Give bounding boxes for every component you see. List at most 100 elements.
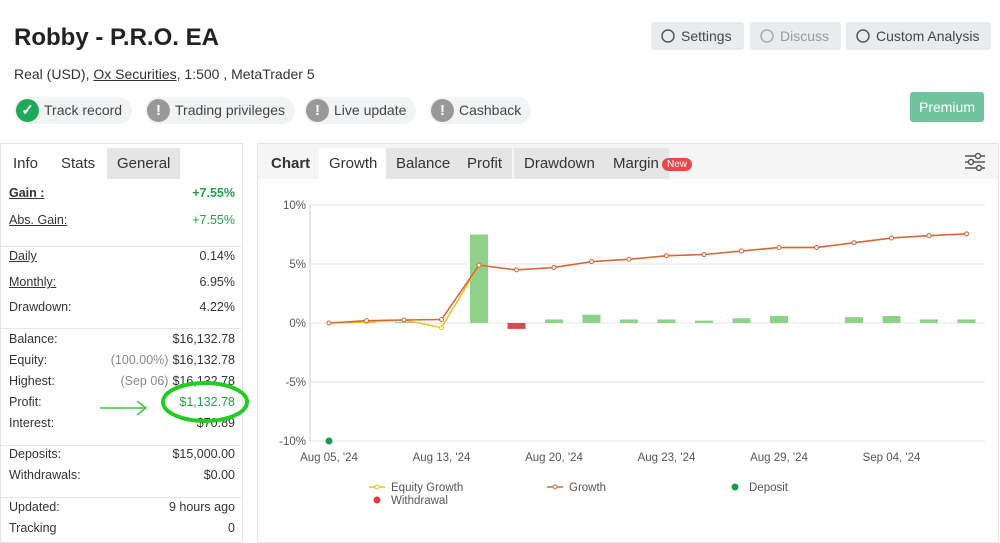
stat-value-text: +7.55% (192, 213, 235, 227)
badge-icon: ! (306, 99, 329, 122)
line (328, 233, 967, 324)
y-tick-label: -5% (286, 377, 306, 389)
stat-label: Interest: (9, 416, 55, 430)
line-point (551, 265, 557, 271)
title: Robby - P.R.O. EA (14, 24, 219, 51)
legend-label: Growth (569, 482, 606, 494)
info-tab[interactable]: General (107, 148, 181, 179)
bar (732, 318, 751, 323)
line-point (476, 262, 482, 268)
bar (620, 319, 638, 323)
stat-label: Withdrawals: (9, 468, 81, 482)
new-badge: New (662, 158, 693, 171)
stat-value-text: $0.00 (203, 468, 235, 482)
stat-value-text: 0.14% (199, 249, 235, 263)
x-tick-label: Aug 20, '24 (525, 452, 583, 464)
badge-icon: ✓ (16, 99, 39, 122)
line-point (851, 240, 857, 246)
stat-label[interactable]: Gain : (9, 186, 45, 200)
bar (770, 315, 788, 323)
divider (1, 445, 241, 446)
x-tick-label: Aug 29, '24 (750, 452, 808, 464)
line-point (401, 317, 407, 323)
stat-label[interactable]: Abs. Gain: (9, 213, 68, 227)
x-tick-label: Aug 05, '24 (300, 452, 358, 464)
stat-value: 0 (228, 519, 235, 537)
chart-tab[interactable]: Margin (603, 148, 669, 179)
badge-icon: ! (147, 99, 170, 122)
subtitle: Real (USD), Ox Securities, 1:500 , MetaT… (14, 66, 315, 82)
chart-tab[interactable]: Balance (386, 148, 461, 179)
stat-value-text: $16,132.78 (172, 353, 235, 367)
legend-label: Withdrawal (391, 495, 448, 507)
y-tick-label: 0% (289, 318, 306, 330)
stat-label[interactable]: Monthly: (9, 275, 57, 289)
stat-row: Equity: (100.00%) $16,132.78 (9, 351, 235, 369)
legend-label: Deposit (749, 482, 789, 494)
chart-tab[interactable]: Growth (319, 148, 388, 179)
stat-value: 9 hours ago (169, 498, 235, 516)
chart-tab[interactable]: Drawdown (514, 148, 605, 179)
stat-label[interactable]: Daily (9, 249, 37, 263)
menu-icon[interactable] (964, 152, 986, 172)
stats-panel: Info Stats General Gain : +7.55% Abs. Gain: +7… (0, 143, 243, 543)
line-point (964, 231, 969, 237)
stat-value-text: 0 (228, 521, 235, 535)
stat-label: Highest: (9, 374, 55, 388)
line-point (439, 325, 444, 331)
x-tick-label: Aug 13, '24 (413, 452, 471, 464)
premium-button[interactable]: Premium (910, 92, 984, 122)
y-tick-label: -10% (279, 436, 306, 448)
stat-value: (100.00%) $16,132.78 (111, 351, 235, 369)
bar (695, 320, 713, 323)
stat-label: Deposits: (9, 447, 62, 461)
badge: ! Live update (304, 97, 417, 124)
info-tab[interactable]: Info (3, 148, 49, 179)
y-tick-label: 5% (289, 259, 306, 271)
x-tick-label: Aug 23, '24 (638, 452, 696, 464)
line-point (626, 256, 632, 262)
stat-value: 4.22% (200, 298, 235, 316)
bar (920, 319, 938, 323)
header-button: Discuss (750, 22, 842, 50)
stat-label: Drawdown: (9, 300, 72, 314)
stat-value: $16,132.78 (172, 330, 235, 348)
button-icon (760, 29, 774, 43)
line-point (439, 316, 444, 322)
stat-value-text: $15,000.00 (172, 447, 235, 461)
line-point (926, 233, 932, 239)
button-icon (661, 29, 675, 43)
bar (882, 315, 901, 323)
header-button[interactable]: Settings (651, 22, 744, 50)
line-point (701, 252, 707, 258)
bar (582, 314, 601, 323)
line (328, 233, 967, 329)
stat-label: Equity: (9, 353, 48, 367)
stat-row: Updated: 9 hours ago (9, 498, 235, 516)
line-point (589, 259, 594, 265)
line-point (776, 244, 782, 250)
divider (1, 328, 241, 329)
bar (470, 234, 488, 323)
stat-value: $15,000.00 (172, 445, 235, 463)
chart-tab[interactable]: Chart (271, 155, 311, 172)
stat-row: Tracking 0 (9, 519, 235, 537)
badge: ! Cashback (429, 97, 532, 124)
stat-label: Profit: (9, 395, 42, 409)
info-tab[interactable]: Stats (51, 148, 106, 179)
button-icon (856, 29, 870, 43)
broker-link[interactable]: Ox Securities (93, 66, 177, 82)
stat-note: (100.00%) (110, 353, 169, 367)
stat-value-text: $1,132.78 (179, 395, 235, 409)
stat-value: 0.14% (200, 247, 235, 265)
stat-row: Gain : +7.55% (9, 184, 235, 202)
legend-label: Equity Growth (391, 482, 463, 494)
divider (1, 497, 241, 498)
stat-value-text: 9 hours ago (168, 500, 235, 514)
header-button[interactable]: Custom Analysis (846, 22, 992, 50)
stat-value: $1,132.78 (179, 393, 235, 411)
stat-label: Tracking (9, 521, 57, 535)
stat-value-text: 4.22% (199, 300, 235, 314)
line-point (326, 320, 332, 326)
chart-tab[interactable]: Profit (457, 148, 513, 179)
